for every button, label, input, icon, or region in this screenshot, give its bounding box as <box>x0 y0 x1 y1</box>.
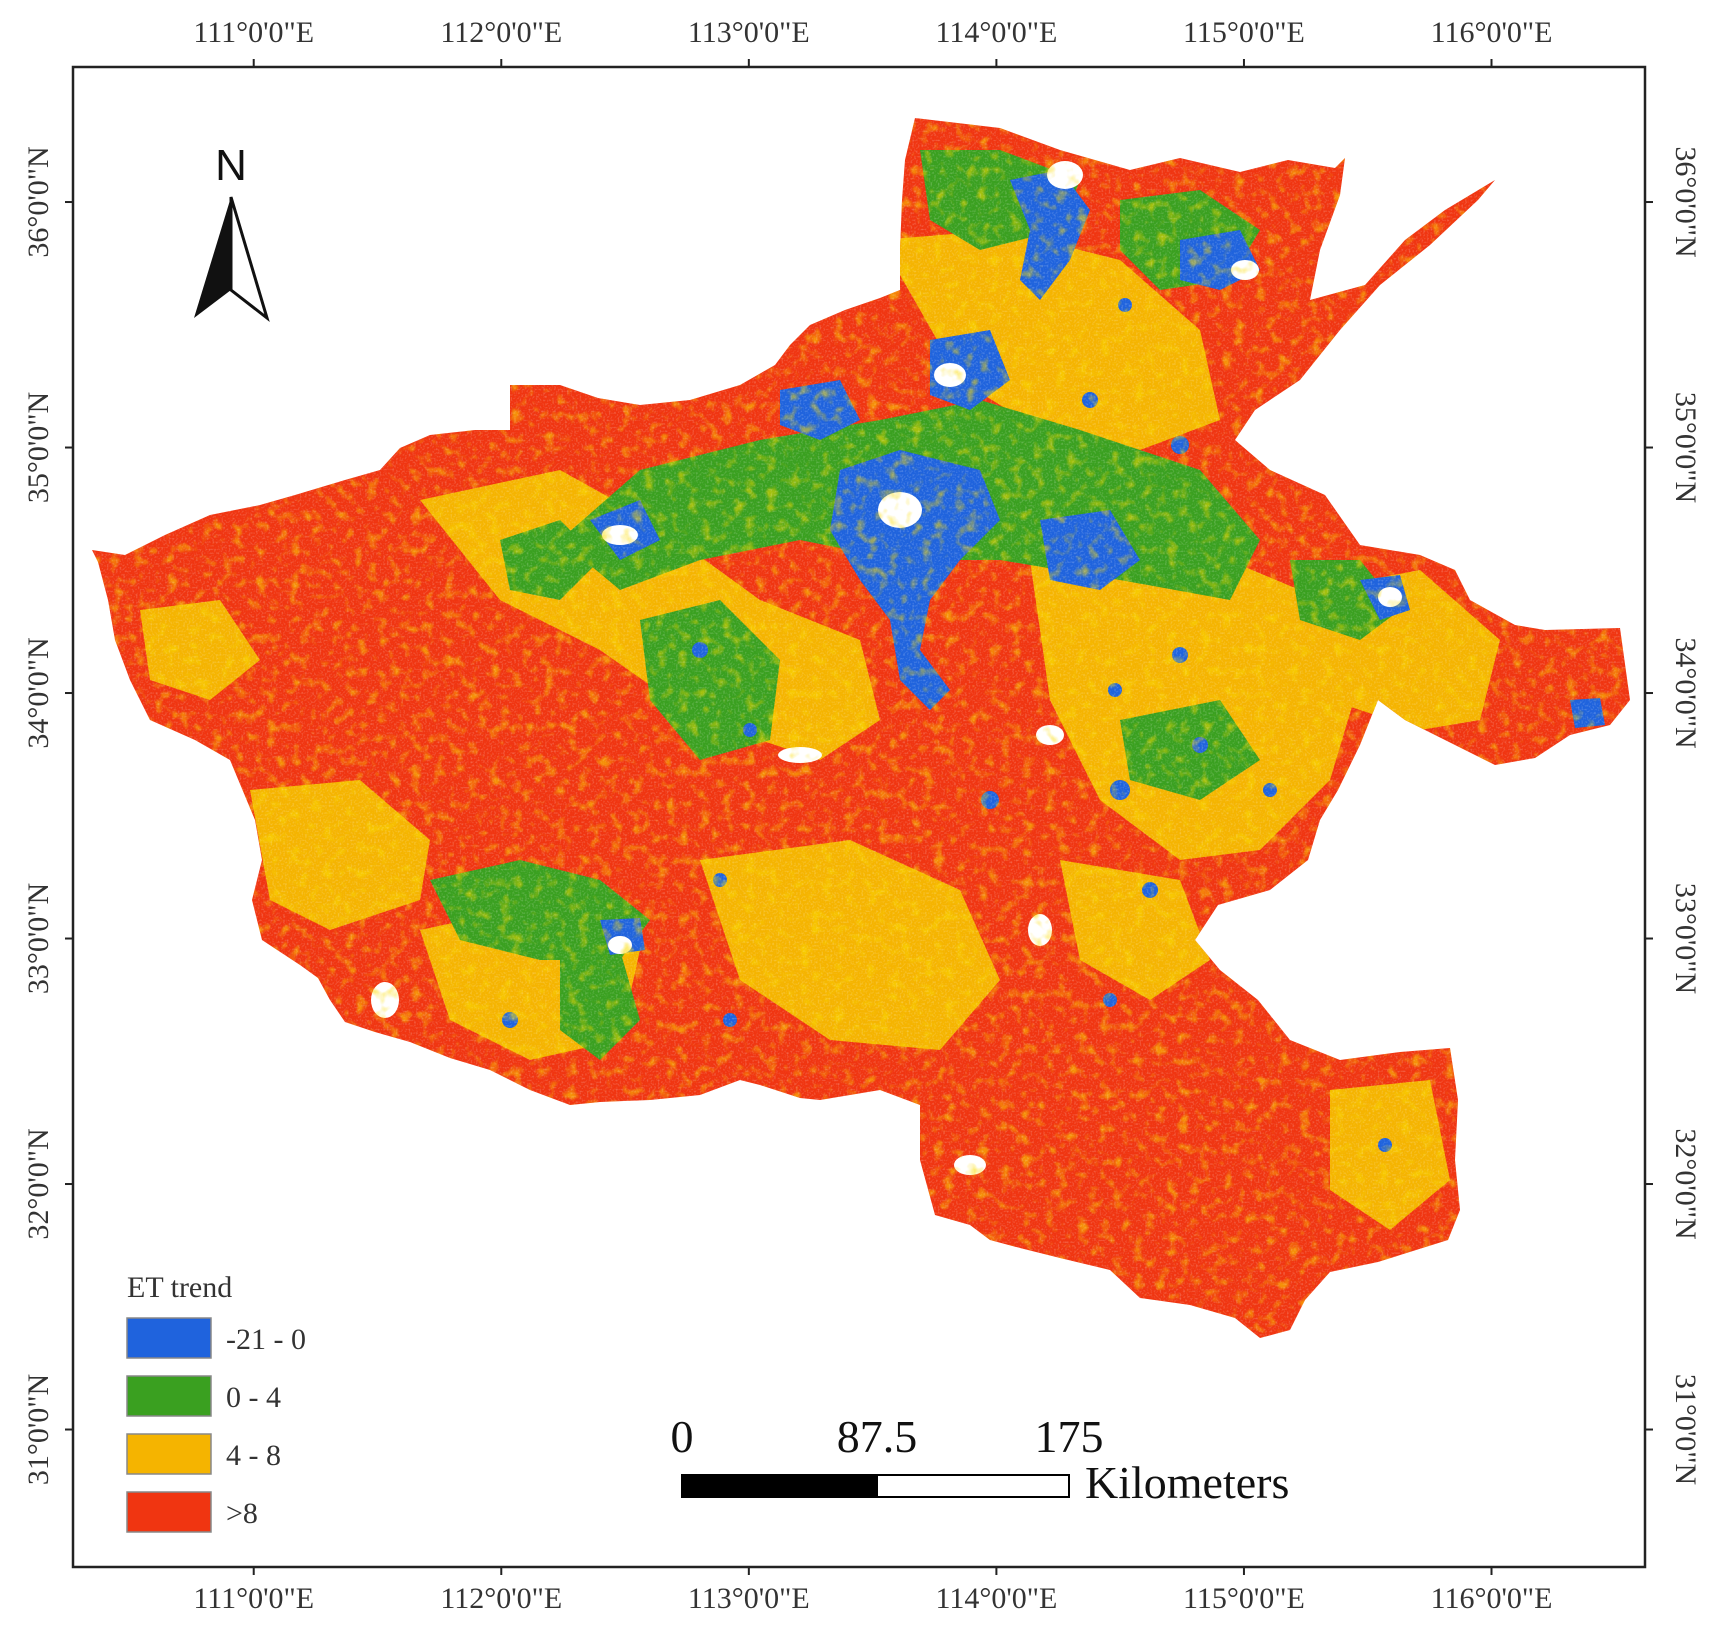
map-frame <box>71 65 1647 1569</box>
henan-region <box>92 118 1630 1338</box>
legend-label: 0 - 4 <box>226 1381 281 1414</box>
scale-bar-dark-segment <box>681 1474 878 1498</box>
legend-swatch <box>126 1491 212 1533</box>
lat-label-left: 34°0'0"N <box>22 637 55 748</box>
raster-speckle <box>92 118 1630 1338</box>
lon-label-top: 112°0'0"E <box>440 16 562 49</box>
lon-label-bottom: 116°0'0"E <box>1431 1582 1553 1615</box>
scale-label-87-5: 87.5 <box>837 1411 918 1462</box>
lat-label-right: 34°0'0"N <box>1669 637 1702 748</box>
scale-bar: 0 87.5 175 Kilometers <box>671 1411 1290 1508</box>
lon-label-top: 116°0'0"E <box>1431 16 1553 49</box>
legend-label: 4 - 8 <box>226 1439 281 1472</box>
longitude-labels-top: 111°0'0"E 112°0'0"E 113°0'0"E 114°0'0"E 115°… <box>193 16 1552 67</box>
lon-label-bottom: 112°0'0"E <box>440 1582 562 1615</box>
north-arrow: N <box>194 141 270 323</box>
legend-items: -21 - 0 0 - 4 4 - 8 >8 <box>126 1317 306 1533</box>
lon-label-bottom: 114°0'0"E <box>935 1582 1057 1615</box>
legend-label: -21 - 0 <box>226 1323 306 1356</box>
lat-label-left: 33°0'0"N <box>22 883 55 994</box>
latitude-labels-left: 36°0'0"N 35°0'0"N 34°0'0"N 33°0'0"N 32°0'0"N… <box>22 146 73 1485</box>
latitude-labels-right: 36°0'0"N 35°0'0"N 34°0'0"N 33°0'0"N 32°0'0"N… <box>1645 146 1702 1485</box>
lat-label-right: 36°0'0"N <box>1669 146 1702 257</box>
lat-label-left: 31°0'0"N <box>22 1374 55 1485</box>
scale-label-0: 0 <box>671 1411 694 1462</box>
longitude-labels-bottom: 111°0'0"E 112°0'0"E 113°0'0"E 114°0'0"E 115°… <box>193 1567 1552 1615</box>
lat-label-left: 32°0'0"N <box>22 1128 55 1239</box>
lat-label-right: 33°0'0"N <box>1669 883 1702 994</box>
scale-unit: Kilometers <box>1085 1457 1289 1508</box>
lat-label-right: 31°0'0"N <box>1669 1374 1702 1485</box>
lon-label-top: 113°0'0"E <box>688 16 810 49</box>
legend-swatch <box>126 1433 212 1475</box>
lat-label-left: 35°0'0"N <box>22 392 55 503</box>
lon-label-bottom: 113°0'0"E <box>688 1582 810 1615</box>
north-label: N <box>215 141 247 190</box>
lon-label-top: 115°0'0"E <box>1183 16 1305 49</box>
lon-label-bottom: 115°0'0"E <box>1183 1582 1305 1615</box>
lat-label-right: 35°0'0"N <box>1669 392 1702 503</box>
lon-label-top: 111°0'0"E <box>193 16 314 49</box>
lon-label-top: 114°0'0"E <box>935 16 1057 49</box>
legend-swatch <box>126 1317 212 1359</box>
lat-label-left: 36°0'0"N <box>22 146 55 257</box>
legend-label: >8 <box>226 1497 258 1530</box>
lat-label-right: 32°0'0"N <box>1669 1128 1702 1239</box>
scale-bar-light-segment <box>876 1474 1070 1498</box>
lon-label-bottom: 111°0'0"E <box>193 1582 314 1615</box>
legend-title: ET trend <box>127 1271 232 1304</box>
legend: ET trend -21 - 0 0 - 4 4 - 8 >8 <box>126 1271 306 1533</box>
scale-label-175: 175 <box>1035 1411 1104 1462</box>
legend-swatch <box>126 1375 212 1417</box>
north-arrow-icon <box>194 196 270 323</box>
